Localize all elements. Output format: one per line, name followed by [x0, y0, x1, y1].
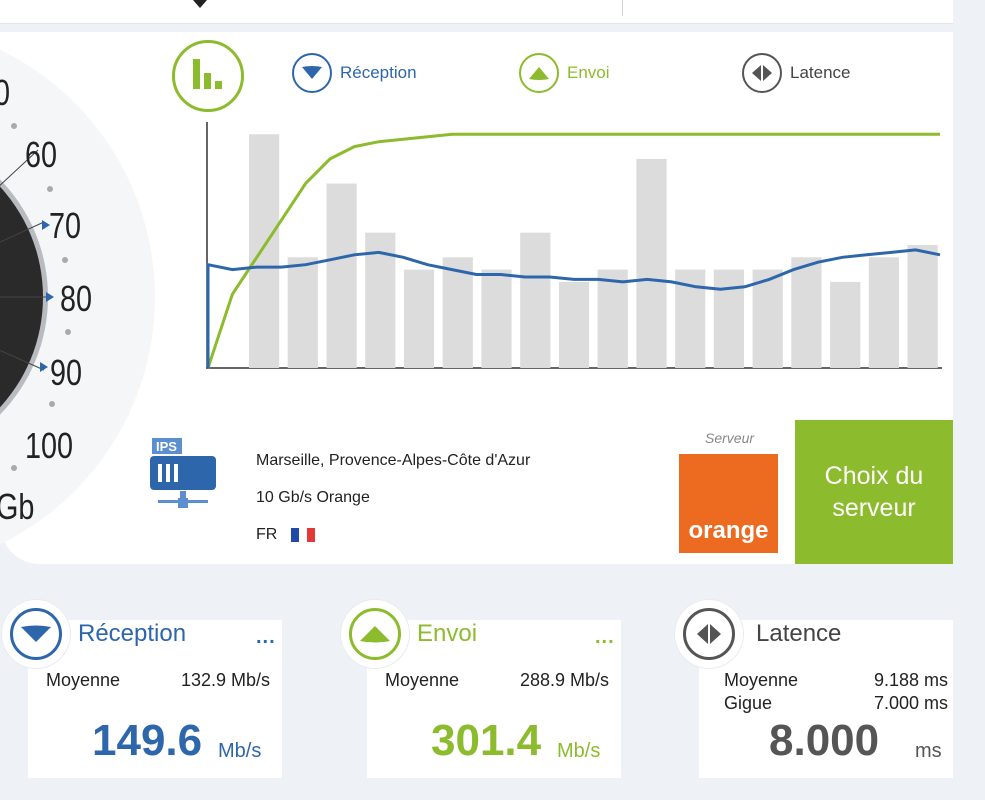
chart-bar	[752, 269, 783, 368]
server-country: FR	[256, 516, 530, 553]
latence-current-value: 8.000	[769, 716, 880, 765]
gauge-tick-70: 70	[49, 205, 82, 246]
legend-latence-label: Latence	[790, 63, 851, 82]
speed-chart	[206, 122, 942, 369]
server-ips-icon: IPS	[150, 436, 220, 515]
reception-title: Réception	[78, 620, 187, 647]
gauge-tick-60: 60	[25, 134, 58, 175]
upload-icon	[519, 53, 559, 93]
reception-unit: Mb/s	[218, 740, 262, 762]
server-location: Marseille, Provence-Alpes-Côte d'Azur	[256, 452, 531, 469]
server-details: Marseille, Provence-Alpes-Côte d'Azur 10…	[256, 442, 530, 553]
tab-indicator	[193, 0, 207, 8]
envoi-current-value: 301.4	[431, 716, 542, 765]
chart-bar	[713, 269, 744, 368]
orange-logo-text: orange	[688, 517, 769, 544]
latence-jitter-row: Gigue 7.000 ms	[724, 693, 948, 714]
legend-reception[interactable]: Réception	[292, 53, 417, 93]
envoi-avg-label: Moyenne	[385, 670, 460, 690]
latence-avg-row: Moyenne 9.188 ms	[724, 670, 948, 691]
reception-avg-label: Moyenne	[46, 670, 121, 690]
speed-chart-panel: Réception Envoi Latence	[162, 32, 953, 412]
reception-badge	[2, 600, 70, 668]
chart-bar	[868, 257, 899, 368]
envoi-avg-row: Moyenne 288.9 Mb/s	[385, 670, 609, 691]
orange-logo: orange	[679, 454, 778, 553]
gauge-tick-80: 80	[60, 278, 93, 319]
france-flag-icon	[291, 527, 316, 542]
chart-bar	[791, 257, 822, 368]
chart-bar	[597, 269, 628, 368]
chart-toggle-button[interactable]	[172, 40, 244, 112]
chart-bar	[326, 183, 357, 368]
speed-gauge: 0 60 70 80 90 100 Gb	[0, 32, 160, 564]
latence-avg-label: Moyenne	[724, 670, 799, 690]
chart-bar	[403, 269, 435, 368]
series-line-reception	[206, 248, 941, 368]
envoi-badge	[341, 600, 409, 668]
gauge-tick-100: 100	[25, 425, 74, 466]
reception-avg-row: Moyenne 132.9 Mb/s	[46, 670, 270, 691]
chart-bar	[907, 245, 938, 368]
gauge-tick-0: 0	[0, 72, 10, 114]
latency-icon	[683, 608, 735, 660]
reception-card: Réception ... Moyenne 132.9 Mb/s 149.6 M…	[28, 620, 282, 778]
server-label: Serveur	[705, 430, 755, 446]
reception-avg-value: 132.9 Mb/s	[180, 670, 270, 690]
server-country-code: FR	[256, 526, 278, 543]
gauge-unit: Gb	[0, 486, 35, 527]
latency-icon	[742, 53, 782, 93]
upload-icon	[349, 608, 401, 660]
latence-jitter-value: 7.000 ms	[873, 693, 948, 713]
reception-current-value: 149.6	[92, 716, 203, 765]
chart-bar	[558, 281, 590, 368]
download-icon	[10, 608, 62, 660]
latence-jitter-label: Gigue	[724, 693, 773, 713]
bar-chart-icon	[191, 58, 225, 94]
reception-more-button[interactable]: ...	[256, 626, 276, 648]
chart-bar	[249, 134, 280, 368]
top-divider	[622, 0, 623, 16]
envoi-more-button[interactable]: ...	[595, 626, 615, 648]
server-info-panel: IPS Marseille, Provence-Alpes-Côte d'Azu…	[130, 420, 953, 564]
gauge-tick-90: 90	[50, 352, 83, 393]
latence-card: Latence Moyenne 9.188 ms Gigue 7.000 ms …	[699, 620, 953, 778]
latence-unit: ms	[915, 740, 942, 762]
choose-server-button[interactable]: Choix du serveur	[795, 420, 953, 564]
chart-bar	[520, 232, 551, 368]
envoi-unit: Mb/s	[557, 740, 601, 762]
chart-bar	[442, 257, 473, 368]
svg-text:IPS: IPS	[156, 439, 177, 454]
series-line-envoi	[206, 132, 940, 369]
chart-bar	[636, 158, 667, 368]
legend-reception-label: Réception	[340, 63, 417, 82]
server-isp: 10 Gb/s Orange	[256, 489, 370, 506]
latence-badge	[675, 600, 743, 668]
chart-bar	[830, 281, 861, 368]
chart-bar	[287, 257, 318, 368]
download-icon	[292, 53, 332, 93]
chart-bar	[481, 269, 512, 368]
latence-avg-value: 9.188 ms	[873, 670, 948, 690]
choose-server-label: Choix du serveur	[824, 462, 924, 522]
envoi-avg-value: 288.9 Mb/s	[519, 670, 609, 690]
envoi-title: Envoi	[417, 620, 478, 647]
legend-latence[interactable]: Latence	[742, 53, 851, 93]
top-bar	[0, 0, 953, 24]
legend-envoi-label: Envoi	[567, 63, 610, 82]
legend-envoi[interactable]: Envoi	[519, 53, 610, 93]
latence-title: Latence	[756, 620, 842, 647]
envoi-card: Envoi ... Moyenne 288.9 Mb/s 301.4 Mb/s	[367, 620, 621, 778]
